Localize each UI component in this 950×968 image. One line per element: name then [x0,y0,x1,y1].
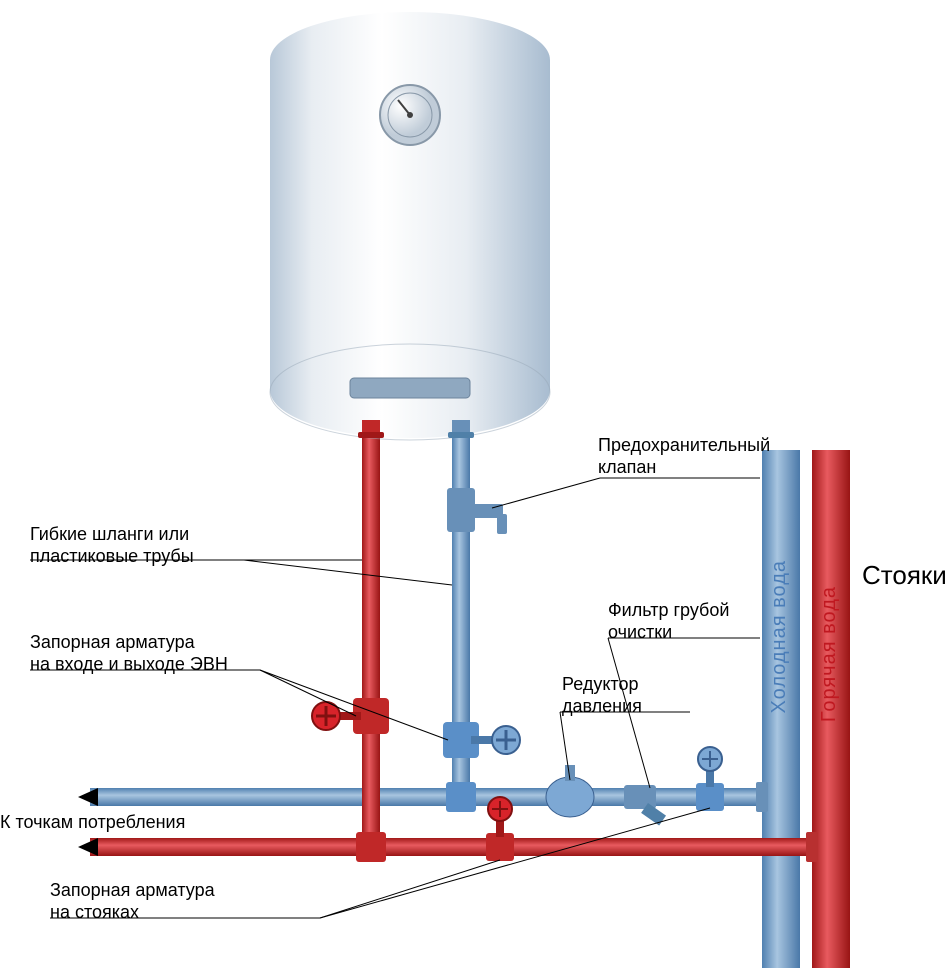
shutoff-inout-label: Запорная арматура на входе и выходе ЭВН [30,632,228,675]
filter-label: Фильтр грубой очистки [608,600,729,643]
pressure-reducer [546,765,594,817]
consumption-label: К точкам потребления [0,812,185,834]
cold-water-label: Холодная вода [767,560,791,713]
cold-shutoff-valve [443,722,520,758]
reducer-label: Редуктор давления [562,674,642,717]
water-heater-tank [270,12,550,440]
safety-valve [447,488,507,534]
hot-riser-shutoff [486,797,514,861]
flex-hoses-label: Гибкие шланги или пластиковые трубы [30,524,194,567]
shutoff-risers-label: Запорная арматура на стояках [50,880,215,923]
risers-label: Стояки [862,560,947,591]
hot-horizontal-pipe [90,838,815,856]
control-panel [350,378,470,398]
cold-riser-shutoff [696,747,724,811]
cold-horizontal-pipe [90,788,765,806]
safety-valve-label: Предохранительный клапан [598,435,770,478]
hot-down-pipe [362,430,380,846]
hot-water-label: Горячая вода [817,586,841,722]
